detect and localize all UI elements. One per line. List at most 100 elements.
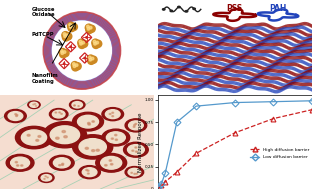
Circle shape bbox=[88, 122, 90, 124]
Text: Glucose
Oxidase: Glucose Oxidase bbox=[32, 7, 55, 17]
Circle shape bbox=[63, 63, 65, 64]
Circle shape bbox=[72, 25, 74, 27]
Text: PdTCPP: PdTCPP bbox=[32, 32, 54, 36]
Circle shape bbox=[111, 138, 114, 139]
Circle shape bbox=[106, 132, 125, 143]
Circle shape bbox=[95, 40, 102, 47]
Circle shape bbox=[125, 119, 147, 132]
High diffusion barrier bbox=[156, 186, 159, 188]
Circle shape bbox=[70, 46, 71, 47]
Circle shape bbox=[45, 176, 46, 177]
Circle shape bbox=[129, 121, 143, 130]
Circle shape bbox=[27, 134, 30, 136]
Circle shape bbox=[112, 112, 114, 113]
Circle shape bbox=[61, 52, 64, 54]
Circle shape bbox=[55, 112, 56, 113]
Circle shape bbox=[62, 131, 66, 133]
Circle shape bbox=[64, 136, 67, 138]
Circle shape bbox=[21, 165, 23, 166]
Circle shape bbox=[39, 173, 54, 182]
Circle shape bbox=[96, 41, 99, 44]
Circle shape bbox=[67, 22, 75, 29]
Circle shape bbox=[88, 124, 90, 125]
Circle shape bbox=[59, 165, 61, 166]
Circle shape bbox=[28, 101, 40, 108]
Circle shape bbox=[110, 163, 113, 165]
Circle shape bbox=[70, 100, 85, 109]
Circle shape bbox=[128, 145, 144, 155]
Circle shape bbox=[73, 63, 75, 65]
Circle shape bbox=[101, 156, 122, 169]
Circle shape bbox=[82, 41, 85, 44]
Low diffusion barrier bbox=[156, 186, 159, 188]
Circle shape bbox=[87, 170, 89, 171]
Circle shape bbox=[69, 26, 72, 28]
Circle shape bbox=[89, 58, 92, 61]
Circle shape bbox=[49, 108, 68, 120]
Circle shape bbox=[74, 63, 81, 70]
Circle shape bbox=[15, 114, 17, 115]
Circle shape bbox=[80, 40, 88, 47]
Low diffusion barrier bbox=[233, 101, 236, 104]
Circle shape bbox=[84, 57, 85, 59]
Circle shape bbox=[115, 139, 118, 140]
Circle shape bbox=[87, 28, 90, 30]
Line: Low diffusion barrier: Low diffusion barrier bbox=[155, 98, 312, 189]
Circle shape bbox=[112, 116, 114, 117]
Circle shape bbox=[79, 139, 106, 155]
Low diffusion barrier bbox=[159, 183, 163, 185]
Circle shape bbox=[72, 102, 82, 108]
Circle shape bbox=[11, 157, 30, 169]
Circle shape bbox=[128, 168, 141, 176]
Circle shape bbox=[22, 130, 46, 145]
Circle shape bbox=[63, 33, 66, 35]
Circle shape bbox=[68, 25, 75, 32]
Circle shape bbox=[47, 177, 48, 178]
Circle shape bbox=[109, 160, 112, 161]
Circle shape bbox=[79, 166, 100, 179]
Circle shape bbox=[66, 34, 69, 36]
Low diffusion barrier bbox=[271, 101, 275, 103]
Circle shape bbox=[135, 147, 137, 148]
Circle shape bbox=[73, 112, 104, 131]
Circle shape bbox=[38, 136, 41, 137]
Circle shape bbox=[16, 115, 17, 116]
Circle shape bbox=[52, 110, 65, 118]
Line: High diffusion barrier: High diffusion barrier bbox=[155, 107, 312, 189]
Circle shape bbox=[59, 112, 60, 113]
Circle shape bbox=[185, 11, 188, 12]
Circle shape bbox=[89, 56, 91, 59]
Circle shape bbox=[43, 122, 86, 148]
Circle shape bbox=[178, 6, 180, 8]
Circle shape bbox=[56, 137, 59, 139]
Low diffusion barrier bbox=[310, 100, 312, 102]
High diffusion barrier bbox=[159, 184, 163, 187]
Circle shape bbox=[62, 50, 69, 57]
Circle shape bbox=[65, 33, 72, 40]
Low diffusion barrier bbox=[175, 121, 179, 123]
Circle shape bbox=[87, 25, 89, 28]
Circle shape bbox=[94, 43, 96, 45]
High diffusion barrier bbox=[310, 108, 312, 111]
Circle shape bbox=[74, 105, 75, 106]
Circle shape bbox=[193, 8, 195, 10]
Text: PSS: PSS bbox=[227, 4, 243, 13]
Text: PAH: PAH bbox=[269, 4, 287, 13]
Circle shape bbox=[85, 147, 88, 149]
High diffusion barrier bbox=[175, 171, 179, 173]
Circle shape bbox=[5, 109, 26, 123]
Circle shape bbox=[134, 125, 135, 126]
Circle shape bbox=[86, 37, 87, 38]
Circle shape bbox=[73, 135, 113, 159]
Circle shape bbox=[16, 126, 52, 149]
Legend: High diffusion barrier, Low diffusion barrier: High diffusion barrier, Low diffusion ba… bbox=[249, 146, 310, 160]
Circle shape bbox=[8, 112, 23, 120]
Circle shape bbox=[62, 32, 69, 39]
Circle shape bbox=[72, 64, 79, 71]
High diffusion barrier bbox=[163, 181, 167, 183]
Circle shape bbox=[62, 163, 64, 164]
Circle shape bbox=[102, 129, 130, 146]
Circle shape bbox=[93, 40, 96, 43]
Circle shape bbox=[105, 110, 120, 119]
Circle shape bbox=[86, 26, 93, 33]
